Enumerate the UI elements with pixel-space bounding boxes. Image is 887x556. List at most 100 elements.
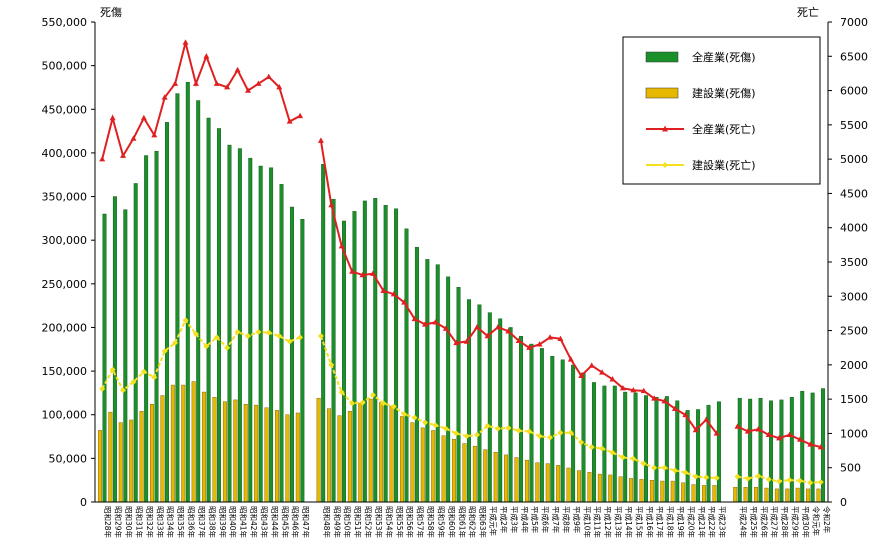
all-industry-death-point	[172, 80, 179, 86]
right-tick-label: 3500	[840, 256, 868, 269]
all-industry-injury-bar	[737, 397, 742, 503]
left-tick-label: 450,000	[42, 103, 88, 116]
all-industry-death-point	[734, 423, 741, 429]
all-industry-injury-bar	[373, 198, 378, 503]
category-label: 昭和34年	[166, 506, 176, 539]
category-label: 昭和48年	[322, 506, 332, 539]
left-tick-label: 200,000	[42, 321, 88, 334]
right-tick-label: 4500	[840, 187, 868, 200]
category-label: 平成25年	[749, 506, 759, 539]
category-label: 昭和61年	[457, 506, 467, 539]
all-industry-death-point	[317, 137, 324, 143]
construction-injury-bar	[712, 485, 717, 503]
category-label: 平成6年	[541, 506, 551, 534]
right-tick-label: 6500	[840, 50, 868, 63]
construction-death-point	[390, 403, 397, 410]
all-industry-death-point	[192, 80, 199, 86]
all-industry-death-point	[474, 323, 481, 330]
left-tick-label: 100,000	[42, 409, 88, 422]
legend-swatch	[645, 51, 679, 63]
construction-death-point	[453, 430, 460, 437]
construction-injury-bar	[295, 412, 300, 503]
category-label: 昭和44年	[270, 506, 280, 539]
all-industry-death-point	[494, 323, 501, 330]
construction-death-point	[692, 473, 699, 480]
all-industry-death-point	[369, 270, 376, 276]
left-tick-label: 300,000	[42, 234, 88, 247]
construction-injury-bar	[275, 410, 279, 503]
all-industry-injury-bar	[404, 228, 409, 503]
construction-death-point	[578, 439, 585, 446]
construction-death-point	[151, 374, 158, 381]
all-industry-death-point	[661, 398, 668, 404]
construction-injury-bar	[618, 476, 623, 503]
construction-death-point	[245, 333, 252, 340]
all-industry-death-line	[319, 140, 718, 435]
right-tick-label: 1500	[840, 393, 868, 406]
all-industry-death-point	[120, 152, 127, 158]
all-industry-death-point	[578, 372, 585, 379]
all-industry-injury-bar	[623, 391, 628, 503]
construction-injury-bar	[170, 384, 175, 503]
construction-death-point	[547, 434, 554, 441]
right-tick-label: 7000	[840, 16, 868, 29]
category-label: 平成14年	[624, 506, 634, 539]
left-tick-label: 400,000	[42, 147, 88, 160]
all-industry-injury-bar	[487, 312, 492, 503]
all-industry-injury-bar	[654, 397, 659, 503]
all-industry-injury-bar	[456, 287, 461, 503]
all-industry-injury-bar	[810, 392, 815, 503]
category-label: 昭和58年	[426, 506, 436, 539]
construction-injury-bar	[118, 422, 123, 503]
construction-death-point	[380, 400, 387, 407]
all-industry-death-point	[744, 428, 751, 434]
all-industry-death-line	[101, 42, 301, 160]
all-industry-injury-bar	[529, 343, 534, 503]
category-label: 平成29年	[791, 506, 801, 539]
construction-injury-bar	[587, 472, 592, 503]
category-label: 昭和60年	[447, 506, 457, 539]
all-industry-death-point	[786, 431, 793, 437]
legend-label: 建設業(死傷)	[692, 86, 756, 100]
construction-death-point	[557, 429, 564, 436]
all-industry-death-point	[515, 337, 522, 344]
category-label: 昭和51年	[353, 506, 363, 539]
construction-death-point	[588, 444, 595, 451]
left-tick-label: 0	[80, 496, 87, 509]
all-industry-death-point	[682, 411, 689, 418]
construction-injury-bar	[545, 463, 550, 503]
category-label: 平成24年	[738, 506, 748, 539]
all-industry-injury-bar	[269, 167, 274, 503]
all-industry-death-point	[651, 395, 658, 401]
plot-frame	[94, 22, 829, 503]
category-label: 昭和33年	[155, 506, 165, 539]
all-industry-injury-bar	[519, 335, 524, 503]
category-label: 昭和62年	[468, 506, 478, 539]
construction-death-point	[411, 414, 418, 421]
all-industry-injury-bar	[217, 128, 222, 503]
construction-injury-bar	[504, 454, 509, 503]
all-industry-injury-bar	[696, 409, 701, 503]
all-industry-injury-bar	[800, 390, 805, 503]
construction-injury-bar	[254, 404, 259, 503]
category-label: 平成9年	[572, 506, 582, 534]
category-label: 平成27年	[770, 506, 780, 539]
all-industry-death-point	[432, 319, 439, 325]
category-label: 昭和32年	[145, 506, 155, 539]
all-industry-injury-bar	[821, 388, 826, 503]
all-industry-injury-bar	[550, 356, 555, 503]
all-industry-injury-bar	[164, 122, 169, 503]
all-industry-death-point	[557, 335, 564, 341]
all-industry-death-point	[796, 436, 803, 442]
all-industry-death-point	[765, 431, 772, 437]
construction-injury-bar	[629, 478, 634, 503]
all-industry-death-point	[151, 131, 158, 138]
category-label: 昭和43年	[259, 506, 269, 539]
construction-death-point	[474, 431, 481, 438]
construction-death-point	[224, 344, 231, 351]
category-label: 平成30年	[801, 506, 811, 539]
category-label: 平成28年	[780, 506, 790, 539]
all-industry-death-point	[328, 201, 335, 208]
all-industry-injury-bar	[279, 184, 284, 503]
